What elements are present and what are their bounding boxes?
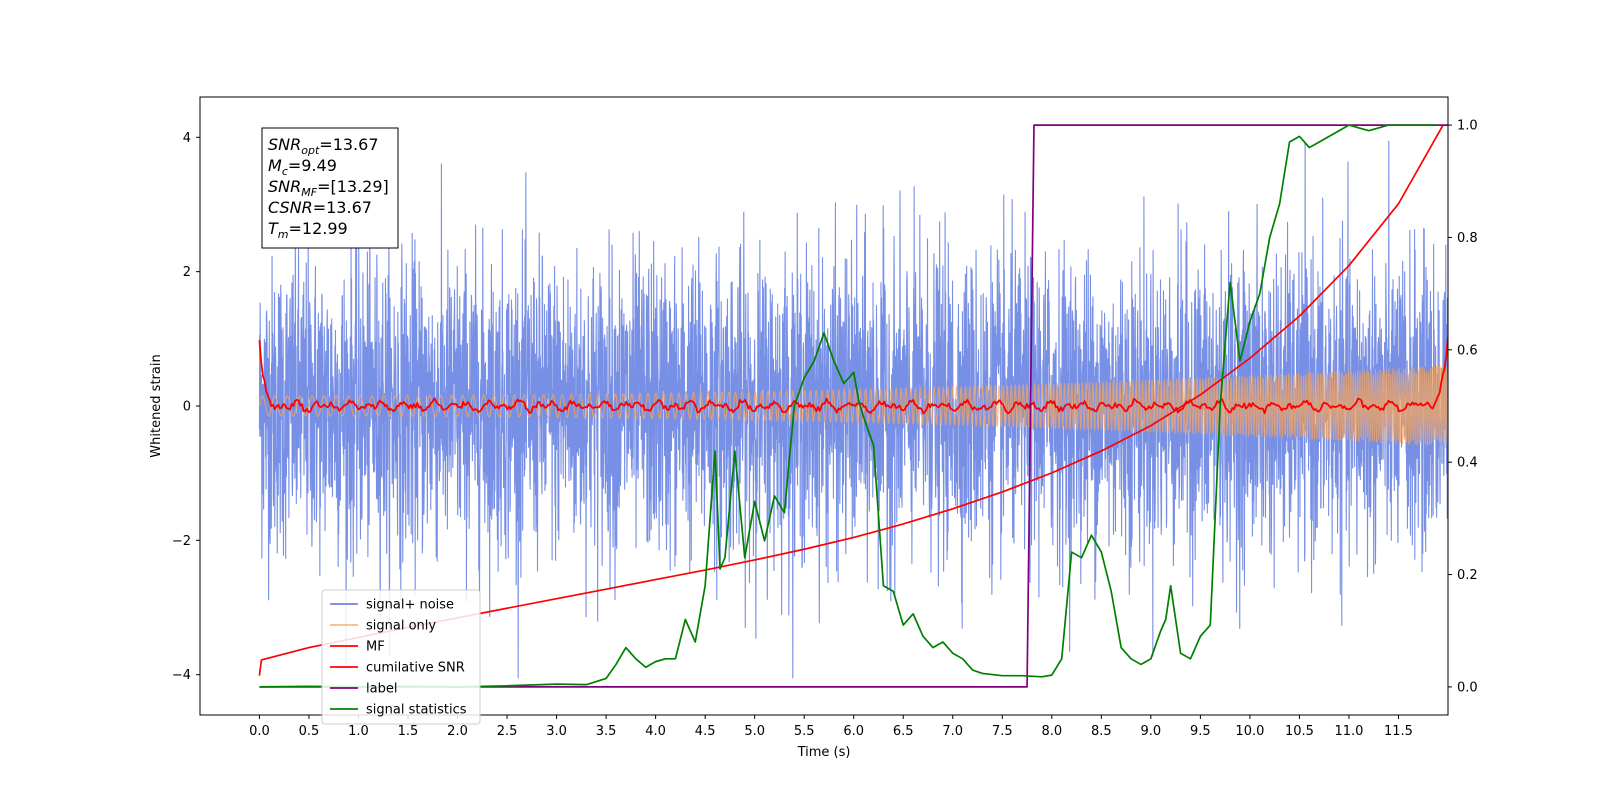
y2-tick-label: 1.0 [1457, 119, 1478, 134]
x-tick-label: 7.5 [992, 724, 1013, 739]
x-tick-label: 4.5 [695, 724, 716, 739]
legend-entry: cumilative SNR [366, 661, 465, 676]
legend-entry: signal only [366, 619, 436, 634]
x-tick-label: 2.0 [447, 724, 468, 739]
x-tick-label: 3.5 [596, 724, 617, 739]
y-axis-label: Whitened strain [149, 354, 164, 457]
y-tick-label: −2 [172, 534, 191, 549]
series-signal-noise [258, 140, 1448, 679]
x-tick-label: 3.0 [546, 724, 567, 739]
x-tick-label: 9.0 [1141, 724, 1162, 739]
x-tick-label: 4.0 [645, 724, 666, 739]
annotation-frame [261, 127, 399, 249]
y2-tick-label: 0.4 [1457, 456, 1478, 471]
x-tick-label: 11.5 [1384, 724, 1413, 739]
series-signal-statistics [259, 124, 1439, 688]
x-tick-label: 5.0 [744, 724, 765, 739]
x-tick-label: 0.5 [299, 724, 320, 739]
legend-entry: MF [366, 640, 385, 655]
annotation-line: CSNR=13.67 [268, 198, 372, 217]
legend-entry: signal statistics [366, 703, 467, 718]
legend-frame [321, 589, 481, 725]
x-tick-label: 1.0 [348, 724, 369, 739]
x-tick-label: 8.5 [1091, 724, 1112, 739]
y2-tick-label: 0.2 [1457, 568, 1478, 583]
legend: signal+ noise signal only MF cumilative SNR… [321, 589, 481, 725]
y-tick-label: −4 [172, 668, 191, 683]
annotation-line: SNRopt=13.67 [268, 135, 379, 157]
series-signal-only [258, 365, 1448, 446]
x-tick-label: 6.0 [843, 724, 864, 739]
y2-tick-label: 0.8 [1457, 231, 1478, 246]
legend-entry: signal+ noise [366, 598, 454, 613]
x-tick-label: 9.5 [1190, 724, 1211, 739]
y-tick-label: 2 [183, 265, 191, 280]
x-tick-label: 1.5 [398, 724, 419, 739]
annotation-line: SNRMF=[13.29] [268, 177, 389, 199]
x-tick-label: 10.5 [1285, 724, 1314, 739]
x-tick-label: 11.0 [1334, 724, 1363, 739]
y2-tick-label: 0.0 [1457, 680, 1478, 695]
x-tick-label: 0.0 [249, 724, 270, 739]
x-tick-label: 10.0 [1235, 724, 1264, 739]
y2-tick-label: 0.6 [1457, 343, 1478, 358]
x-tick-label: 2.5 [497, 724, 518, 739]
x-tick-label: 7.0 [942, 724, 963, 739]
y-axis-right: 0.0 0.2 0.4 0.6 0.8 1.0 [1448, 119, 1478, 695]
annotation-line: Tm=12.99 [268, 219, 348, 241]
x-tick-label: 8.0 [1041, 724, 1062, 739]
series-mf [258, 337, 1448, 415]
x-tick-label: 6.5 [893, 724, 914, 739]
x-axis-label: Time (s) [797, 745, 851, 760]
stats-annotation-box: SNRopt=13.67Mc=9.49SNRMF=[13.29]CSNR=13.… [261, 127, 399, 249]
series-label [259, 124, 1448, 688]
y-axis-left: −4 −2 0 2 4 [172, 131, 200, 683]
y-tick-label: 0 [183, 400, 191, 415]
legend-entry: label [366, 682, 397, 697]
annotation-line: Mc=9.49 [268, 156, 337, 178]
x-tick-label: 5.5 [794, 724, 815, 739]
x-axis: 0.0 0.5 1.0 1.5 2.0 2.5 3.0 3.5 4.0 4.5 5.0 5.5 6.0 6… [249, 715, 1413, 739]
y-tick-label: 4 [183, 131, 191, 146]
